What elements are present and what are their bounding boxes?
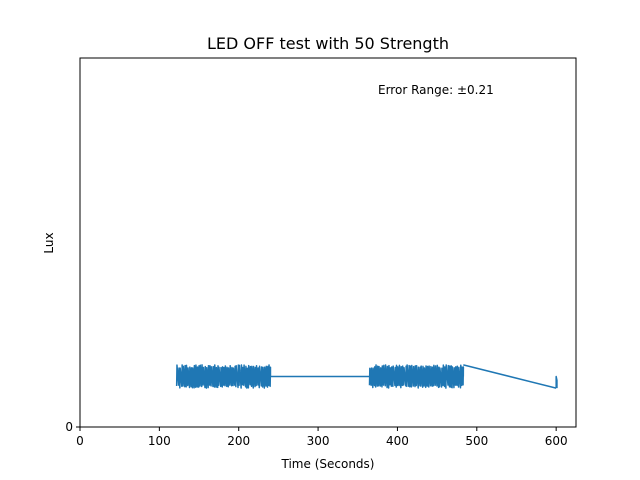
x-axis: 0 100 200 300 400 500 600: [76, 427, 568, 448]
x-tick-label: 100: [148, 434, 171, 448]
y-axis-label: Lux: [42, 232, 56, 253]
y-tick-label: 0: [65, 420, 73, 434]
x-tick-label: 300: [307, 434, 330, 448]
x-axis-label: Time (Seconds): [281, 457, 375, 471]
plot-area: [175, 364, 558, 389]
series-line-segment: [555, 375, 558, 389]
x-tick-label: 500: [465, 434, 488, 448]
error-range-annotation: Error Range: ±0.21: [378, 83, 494, 97]
series-line-segment: [463, 364, 557, 389]
series-line-segment: [175, 364, 272, 389]
x-tick-label: 600: [545, 434, 568, 448]
series-line-segment: [368, 364, 465, 389]
x-tick-label: 200: [227, 434, 250, 448]
axes-frame: [79, 57, 577, 428]
chart-title: LED OFF test with 50 Strength: [207, 34, 449, 53]
y-axis: 0: [65, 420, 80, 434]
x-tick-label: 400: [386, 434, 409, 448]
x-tick-label: 0: [76, 434, 84, 448]
